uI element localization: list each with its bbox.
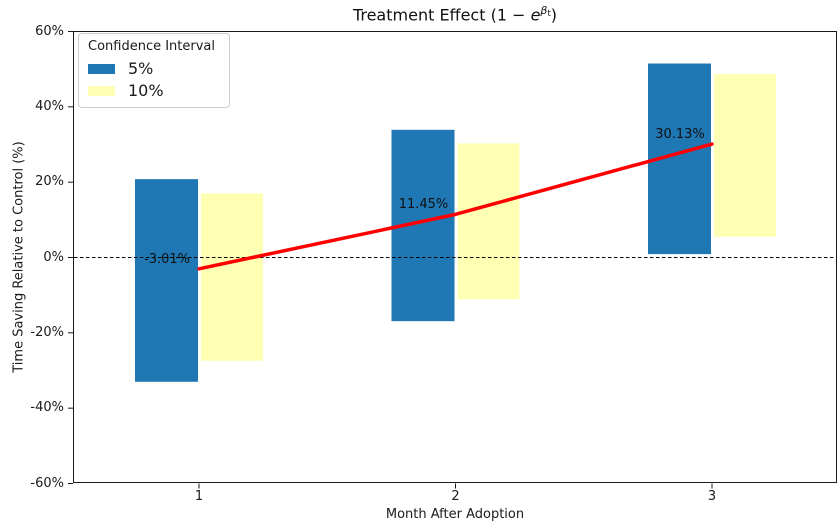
legend: Confidence Interval 5% 10% xyxy=(78,33,230,108)
y-tick-label: -60% xyxy=(30,475,64,491)
title-text-close: ) xyxy=(550,5,558,25)
point-estimate-label: 11.45% xyxy=(398,197,449,213)
x-tick-label: 1 xyxy=(194,489,204,504)
ci-bar-10-confidence-interval xyxy=(714,74,776,237)
point-estimate-label: -3.01% xyxy=(144,251,190,267)
point-estimate-label: 30.13% xyxy=(655,127,705,142)
plot-area-border xyxy=(73,31,837,483)
legend-swatch-10pct xyxy=(88,85,115,96)
chart-title: Treatment Effect (1 − eβt) xyxy=(155,4,755,24)
y-tick-label: 20% xyxy=(35,174,64,190)
x-tick-label: 3 xyxy=(707,489,717,504)
legend-label-10pct: 10% xyxy=(128,81,164,100)
ci-bar-5-confidence-interval xyxy=(135,179,198,382)
y-tick-label: -20% xyxy=(30,324,64,340)
title-math-t: t xyxy=(547,9,551,19)
title-text: Treatment Effect (1 − xyxy=(352,5,531,25)
y-tick-label: 40% xyxy=(35,98,64,114)
title-math-e: e xyxy=(530,5,541,25)
x-tick-label: 2 xyxy=(451,489,460,504)
ci-bar-10-confidence-interval xyxy=(457,143,520,300)
legend-title: Confidence Interval xyxy=(88,39,216,54)
y-tick-label: 60% xyxy=(35,23,64,39)
trend-line xyxy=(197,142,714,271)
legend-label-5pct: 5% xyxy=(128,59,154,78)
x-axis-label: Month After Adoption xyxy=(385,507,525,522)
legend-item-10pct: 10% xyxy=(88,81,221,100)
title-math-beta: β xyxy=(540,4,548,17)
legend-swatch-5pct xyxy=(88,63,115,74)
y-tick-label: -40% xyxy=(30,400,64,416)
ci-bar-10-confidence-interval xyxy=(201,193,263,361)
legend-item-5pct: 5% xyxy=(88,59,221,78)
y-tick-label: 0% xyxy=(43,249,64,265)
